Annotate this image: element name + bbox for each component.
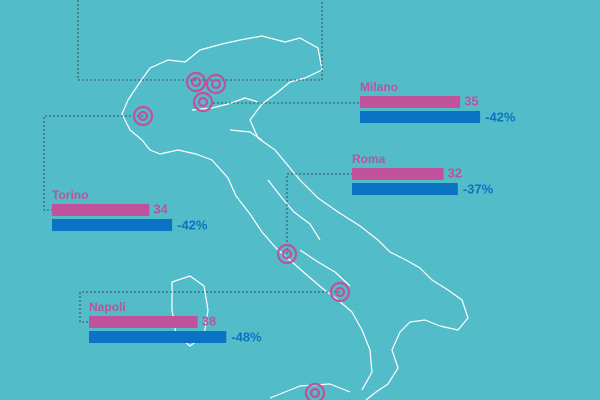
city-name: Napoli [89, 300, 126, 314]
city-markers [132, 71, 351, 400]
value-label: 32 [448, 165, 462, 180]
change-bar [52, 219, 173, 231]
change-bar [89, 331, 227, 343]
value-bar [360, 96, 461, 108]
change-label: -42% [485, 109, 516, 124]
change-label: -48% [231, 329, 262, 344]
value-label: 38 [202, 313, 216, 328]
city-name: Roma [352, 152, 386, 166]
change-label: -37% [463, 181, 494, 196]
value-bar [52, 204, 150, 216]
city-name: Torino [52, 188, 88, 202]
value-label: 35 [464, 93, 478, 108]
value-bar [352, 168, 444, 180]
value-label: 34 [153, 201, 168, 216]
value-bar [89, 316, 198, 328]
change-bar [352, 183, 458, 195]
change-bar [360, 111, 481, 123]
change-label: -42% [177, 217, 208, 232]
city-name: Milano [360, 80, 398, 94]
italy-outline [121, 35, 469, 400]
